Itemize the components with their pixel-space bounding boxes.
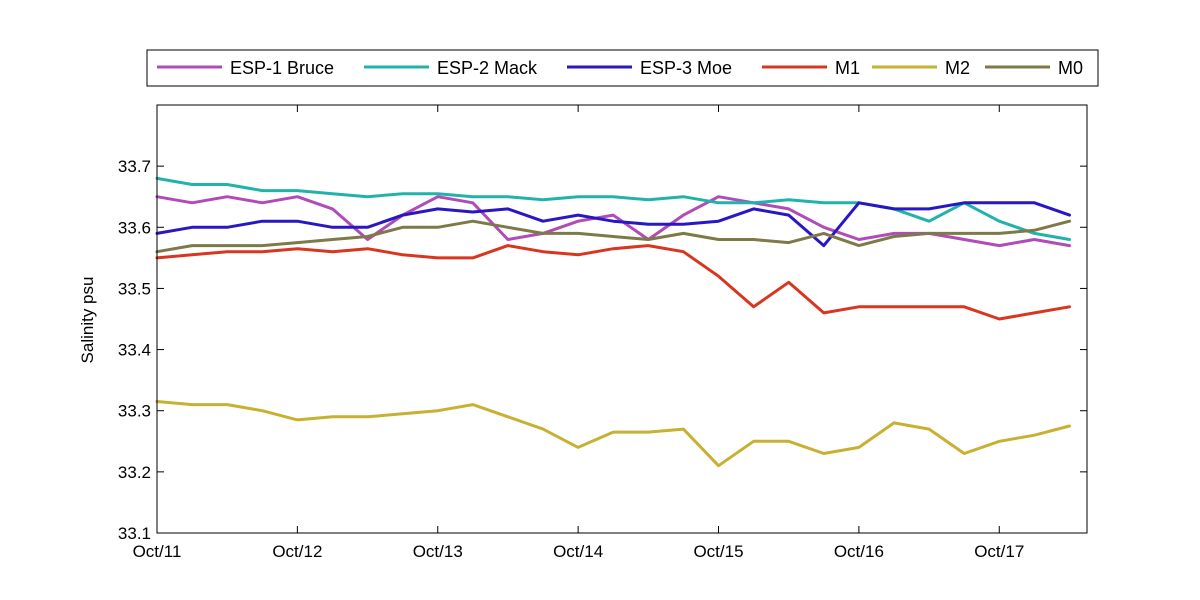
legend-label: ESP-2 Mack [437,58,538,78]
x-tick-label: Oct/15 [693,542,743,561]
y-tick-label: 33.6 [118,218,151,237]
y-tick-label: 33.2 [118,463,151,482]
legend-label: M0 [1058,58,1083,78]
legend-label: ESP-1 Bruce [230,58,334,78]
x-tick-label: Oct/13 [413,542,463,561]
y-axis-label: Salinity psu [78,277,97,364]
series-line-esp-2-mack [155,176,1071,241]
x-tick-label: Oct/17 [974,542,1024,561]
series-line-m0 [155,219,1071,254]
series-line-m1 [155,244,1071,321]
y-tick-label: 33.7 [118,157,151,176]
axes-frame [156,104,1088,534]
series-line-esp-3-moe [155,201,1071,248]
series-layer [155,176,1071,468]
y-tick-label: 33.4 [118,341,151,360]
legend-label: M1 [835,58,860,78]
series-line-m2 [155,400,1071,468]
axes-layer: 33.1 33.2 33.3 33.4 33.5 33.6 33.7 Oct/11 Oct/12… [118,104,1088,561]
y-tick-label: 33.5 [118,279,151,298]
plot-area [157,105,1087,533]
y-tick-label: 33.1 [118,524,151,543]
legend-label: M2 [945,58,970,78]
y-tick-label: 33.3 [118,402,151,421]
x-tick-label: Oct/12 [272,542,322,561]
legend: ESP-1 Bruce ESP-2 Mack ESP-3 Moe M1 M2 M0 [146,49,1099,87]
x-tick-label: Oct/16 [834,542,884,561]
plot-background [157,105,1087,533]
legend-label: ESP-3 Moe [640,58,732,78]
x-tick-label: Oct/11 [133,542,182,561]
x-tick-label: Oct/14 [553,542,603,561]
